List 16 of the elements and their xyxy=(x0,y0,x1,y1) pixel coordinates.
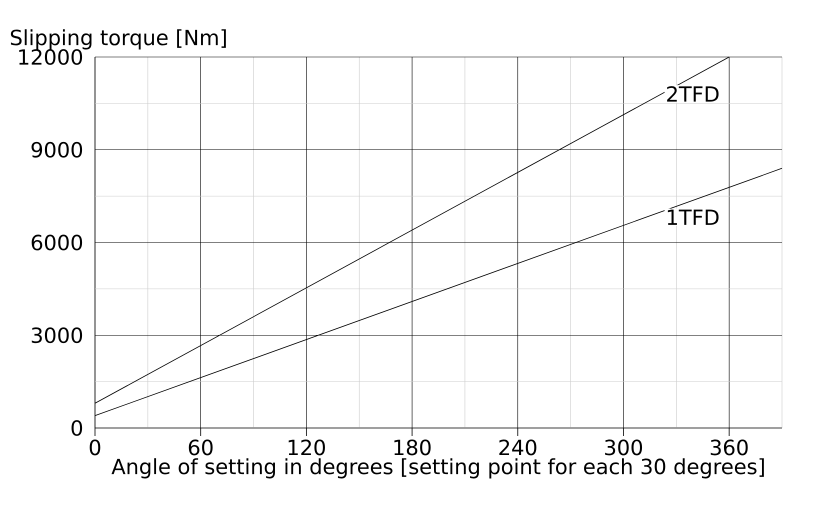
x-axis-title: Angle of setting in degrees [setting point for each 30 degrees] xyxy=(112,458,764,478)
y-axis-title: Slipping torque [Nm] xyxy=(10,29,226,50)
x-tick-label: 0 xyxy=(90,440,100,456)
y-tick-label: 3000 xyxy=(32,327,82,344)
x-tick-label: 120 xyxy=(288,440,325,456)
y-tick-label: 6000 xyxy=(32,234,82,250)
y-tick-label: 9000 xyxy=(32,142,82,158)
x-tick-label: 240 xyxy=(499,440,536,456)
x-tick-label: 60 xyxy=(188,440,213,456)
x-tick-label: 360 xyxy=(710,440,748,456)
y-tick-label: 12000 xyxy=(19,49,82,65)
x-tick-label: 180 xyxy=(394,440,431,456)
x-tick-label: 300 xyxy=(605,440,642,456)
y-tick-label: 0 xyxy=(72,420,82,436)
series-label: 1TFD xyxy=(668,210,719,225)
series-label: 2TFD xyxy=(667,86,719,102)
